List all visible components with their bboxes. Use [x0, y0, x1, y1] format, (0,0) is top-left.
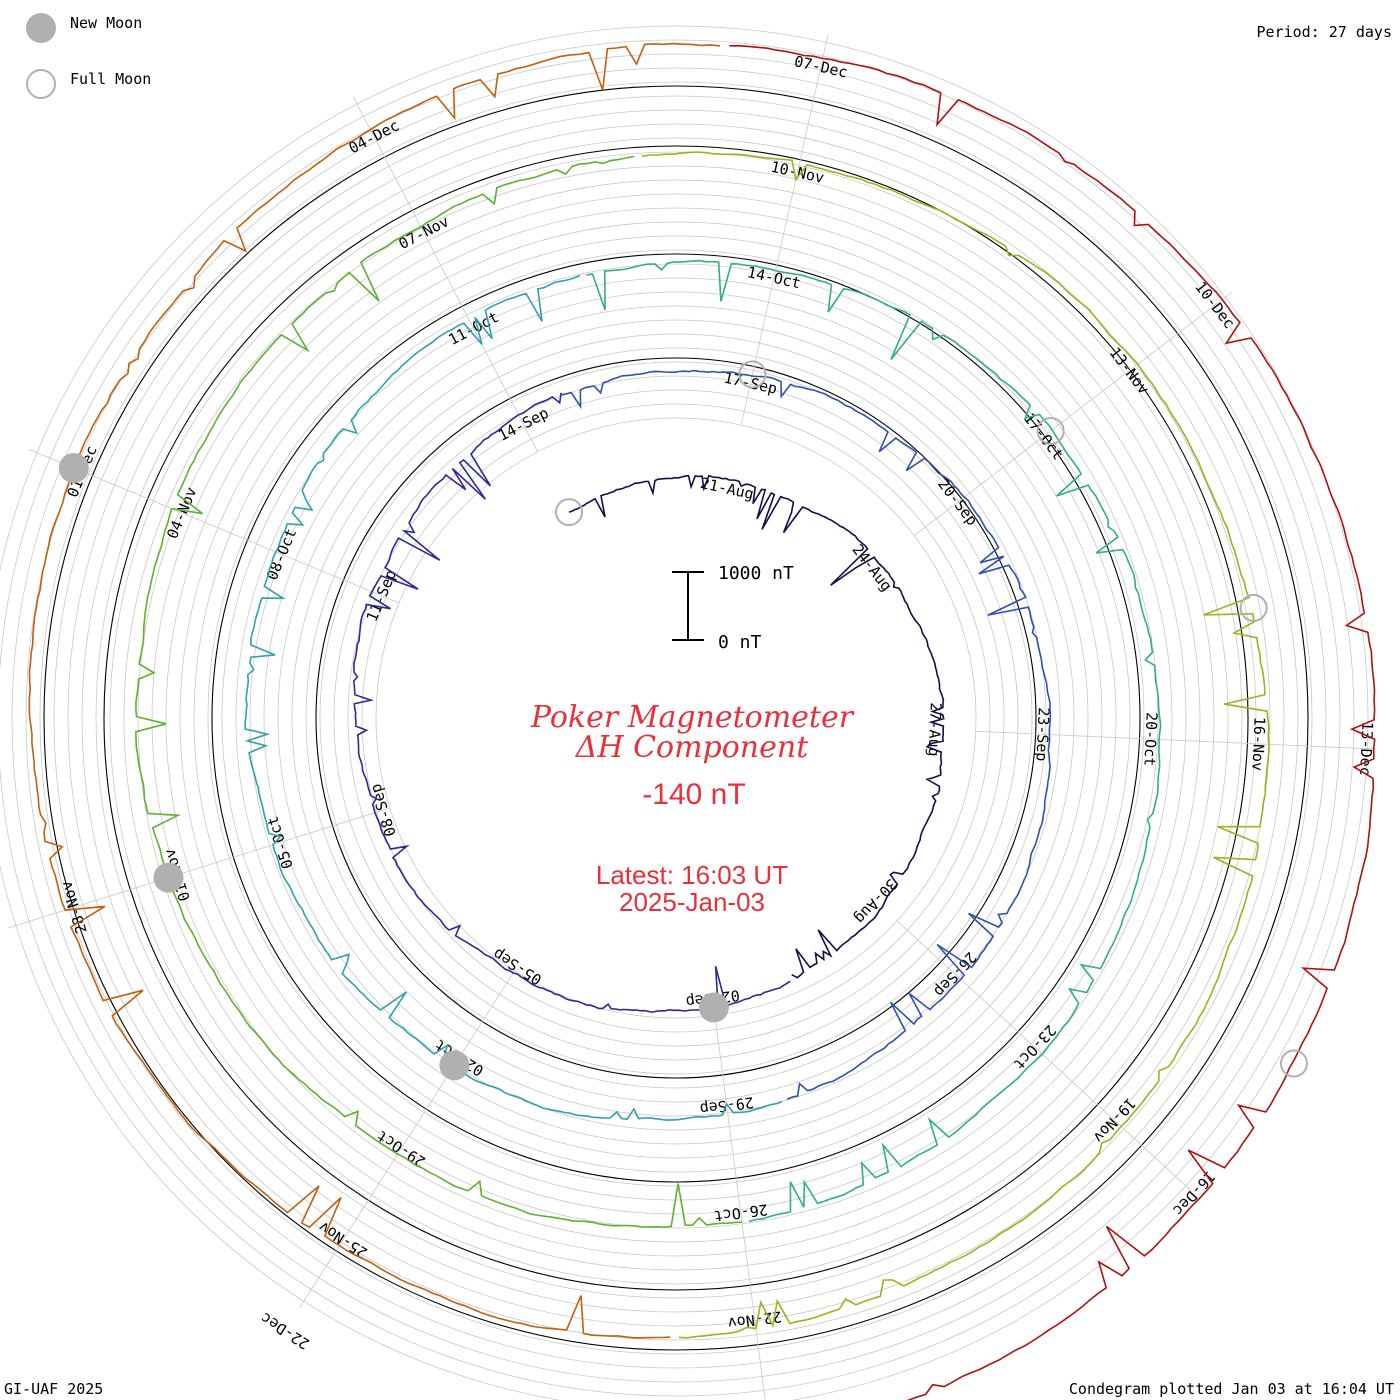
grid-ring [151, 193, 1201, 1243]
date-label: 23-Sep [1032, 707, 1052, 762]
grid-ring [39, 81, 1313, 1355]
grid-ring [123, 165, 1229, 1271]
baseline-ring [315, 357, 1037, 1079]
latest-date: 2025-Jan-03 [619, 887, 765, 917]
series-line [568, 474, 945, 979]
grid-spoke [714, 1015, 766, 1400]
full-moon-marker [738, 360, 767, 389]
grid-ring [277, 319, 1075, 1117]
title-line-2: ΔH Component [575, 730, 809, 765]
grid-spoke [740, 34, 829, 426]
grid-ring [319, 361, 1033, 1075]
grid-ring [263, 305, 1089, 1131]
full-moon-marker [1239, 593, 1268, 622]
series-line [135, 155, 743, 1229]
full-moon-legend-label: Full Moon [70, 70, 151, 88]
series-line [561, 369, 1052, 1101]
grid-ring [375, 417, 977, 1019]
grid-spoke [896, 920, 1193, 1192]
new-moon-marker [439, 1050, 470, 1081]
grid-ring [361, 403, 991, 1033]
series-line [729, 44, 1376, 1400]
grid-ring [53, 95, 1299, 1341]
grid-spoke [299, 970, 515, 1309]
date-label: 14-Sep [495, 404, 551, 445]
new-moon-marker [698, 992, 729, 1023]
series-lines [28, 42, 1376, 1400]
date-label: 04-Dec [346, 116, 402, 157]
grid-spoke [8, 807, 390, 929]
current-value: -140 nT [642, 778, 745, 811]
baseline-ring [103, 145, 1249, 1291]
series-line [641, 151, 1270, 1339]
scale-bottom-label: 0 nT [718, 632, 762, 653]
full-moon-legend-icon [26, 69, 56, 99]
date-label: 23-Oct [1010, 1021, 1060, 1073]
date-label: 10-Nov [769, 158, 826, 187]
date-label: 13-Dec [1356, 721, 1376, 776]
full-moon-marker [555, 498, 584, 527]
new-moon-marker [153, 862, 184, 893]
grid-ring [67, 109, 1285, 1327]
grid-ring [11, 53, 1341, 1383]
grid-spokes [8, 34, 1376, 1400]
grid-ring [291, 333, 1061, 1103]
period-label: Period: 27 days [1257, 23, 1392, 41]
series-line [586, 259, 1162, 1223]
date-label: 20-Oct [1140, 712, 1160, 767]
date-label: 07-Dec [792, 52, 849, 81]
new-moon-marker [58, 453, 89, 484]
grid-rings [0, 25, 1369, 1400]
moon-markers [58, 360, 1308, 1081]
grid-spoke [975, 730, 1376, 750]
grid-ring [0, 25, 1369, 1400]
date-label: 14-Oct [746, 263, 803, 292]
grid-ring [25, 67, 1327, 1369]
grid-ring [165, 207, 1187, 1229]
date-label: 30-Aug [851, 875, 901, 927]
grid-ring [221, 263, 1131, 1173]
new-moon-legend-label: New Moon [70, 14, 142, 32]
date-label: 28-Nov [57, 879, 90, 936]
date-label: 16-Nov [1248, 716, 1268, 771]
date-label: 28-Dec [0, 402, 1, 459]
scale-bar [672, 571, 704, 641]
series-line [352, 392, 791, 1013]
grid-ring [207, 249, 1145, 1187]
grid-ring [333, 375, 1019, 1061]
full-moon-marker [1279, 1049, 1308, 1078]
grid-ring [109, 151, 1243, 1285]
date-label: 29-Sep [699, 1093, 755, 1118]
grid-ring [95, 137, 1257, 1299]
grid-ring [0, 39, 1355, 1397]
title-line-1: Poker Magnetometer [530, 700, 855, 735]
date-label: 13-Nov [1106, 344, 1153, 398]
grid-spoke [352, 96, 539, 452]
grid-ring [347, 389, 1005, 1047]
grid-ring [81, 123, 1271, 1313]
baseline-ring [43, 85, 1309, 1351]
footer-plot-time: Condegram plotted Jan 03 at 16:04 UT [1069, 1380, 1394, 1398]
full-moon-marker [1036, 416, 1065, 445]
date-label: 05-Sep [490, 945, 545, 989]
grid-ring [305, 347, 1047, 1089]
date-label: 08-Sep [366, 782, 399, 839]
grid-ring [179, 221, 1173, 1215]
series-line [28, 42, 721, 1339]
date-label: 22-Dec [257, 1309, 312, 1353]
baseline-ring [211, 253, 1141, 1183]
scale-top-label: 1000 nT [718, 563, 794, 584]
grid-ring [249, 291, 1103, 1145]
grid-spoke [913, 291, 1232, 536]
latest-time: Latest: 16:03 UT [596, 860, 788, 890]
footer-credit: GI-UAF 2025 [4, 1380, 103, 1398]
new-moon-legend-icon [26, 13, 56, 43]
series-line [244, 274, 783, 1121]
grid-spoke [29, 449, 400, 604]
grid-ring [235, 277, 1117, 1159]
grid-ring [137, 179, 1215, 1257]
